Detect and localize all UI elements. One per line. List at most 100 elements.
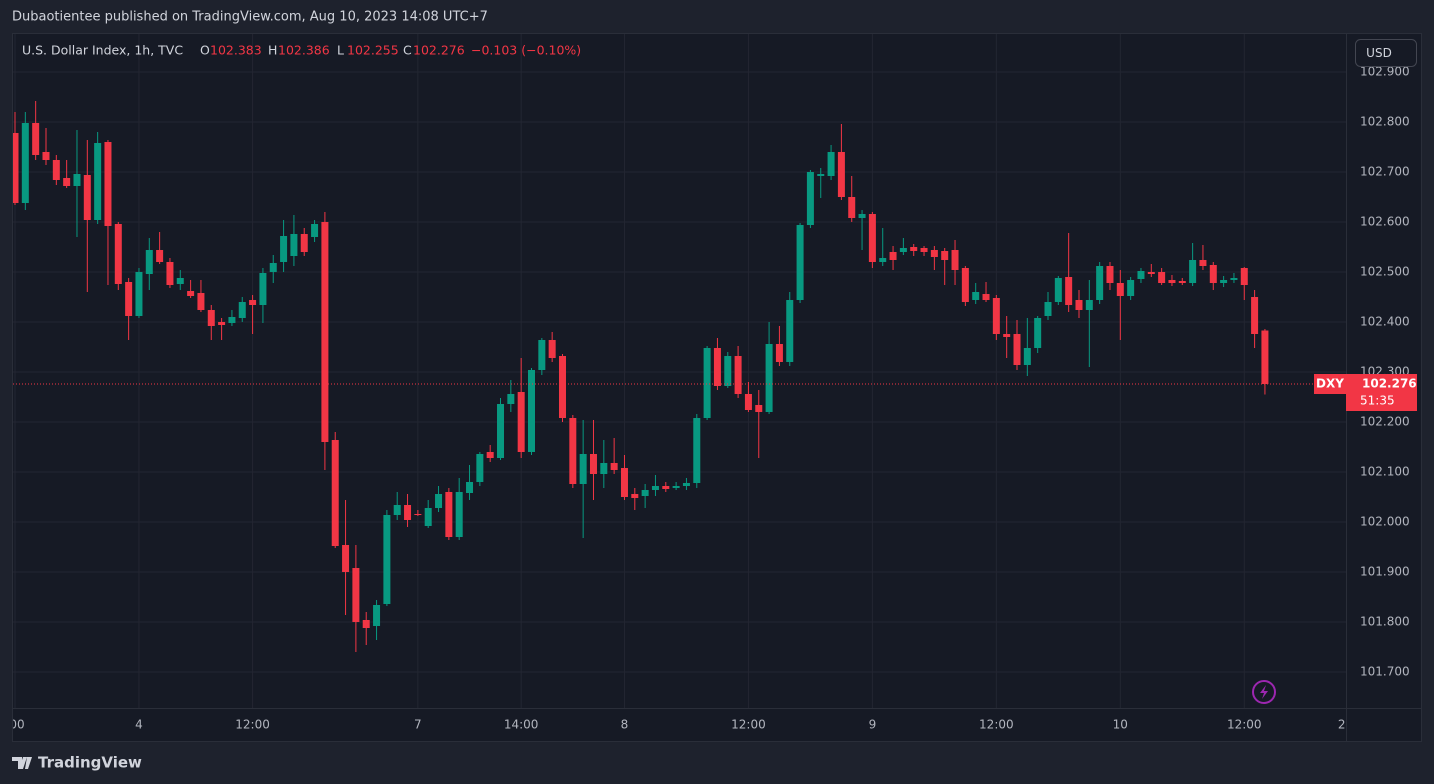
x-tick-label: 4 bbox=[135, 718, 143, 732]
candle-body bbox=[528, 370, 535, 452]
ohlc-key: H bbox=[268, 43, 277, 58]
candle-body bbox=[538, 340, 546, 370]
candle-body bbox=[1189, 260, 1197, 283]
candle-body bbox=[393, 505, 401, 515]
candle-body bbox=[920, 248, 928, 252]
candle-body bbox=[1261, 330, 1269, 384]
candle-body bbox=[1054, 278, 1062, 302]
candle-body bbox=[972, 292, 980, 300]
y-tick-label: 101.700 bbox=[1360, 665, 1410, 679]
candle-body bbox=[280, 236, 288, 262]
y-tick-label: 102.800 bbox=[1360, 115, 1410, 129]
candle-body bbox=[1096, 266, 1104, 300]
candle-body bbox=[1230, 278, 1238, 280]
x-tick-label: :00 bbox=[5, 718, 24, 732]
candle-body bbox=[445, 492, 453, 537]
y-tick-label: 102.200 bbox=[1360, 415, 1410, 429]
candle-body bbox=[910, 247, 918, 251]
candle-body bbox=[1199, 260, 1207, 266]
candle-body bbox=[176, 278, 184, 284]
y-tick-label: 102.600 bbox=[1360, 215, 1410, 229]
x-tick-label: 8 bbox=[621, 718, 629, 732]
candle-body bbox=[373, 605, 381, 626]
candle-body bbox=[331, 440, 339, 546]
footer: TradingView bbox=[12, 754, 142, 772]
candle-body bbox=[424, 508, 432, 526]
candle-body bbox=[13, 133, 19, 203]
candle-body bbox=[290, 234, 298, 256]
candle-body bbox=[765, 344, 773, 412]
candle-body bbox=[207, 310, 215, 326]
y-tick-label: 102.400 bbox=[1360, 315, 1410, 329]
candle-body bbox=[1116, 283, 1124, 296]
candle-body bbox=[837, 152, 845, 197]
ohlc-value: 102.386 bbox=[278, 43, 330, 58]
candle-body bbox=[455, 492, 463, 537]
ohlc-value: 102.255 bbox=[347, 43, 399, 58]
x-tick-label: 10 bbox=[1113, 718, 1128, 732]
candle-body bbox=[744, 394, 752, 410]
x-tick-label: 12:00 bbox=[731, 718, 766, 732]
candle-body bbox=[682, 483, 690, 486]
y-tick-label: 101.800 bbox=[1360, 615, 1410, 629]
candle-body bbox=[507, 394, 515, 404]
candle-body bbox=[889, 252, 897, 260]
candle-body bbox=[352, 568, 360, 622]
candle-body bbox=[693, 418, 701, 483]
candle-body bbox=[786, 300, 794, 362]
candle-body bbox=[1178, 281, 1186, 283]
candle-body bbox=[672, 486, 680, 488]
alert-icon[interactable] bbox=[1252, 680, 1276, 704]
grid bbox=[13, 34, 1346, 708]
currency-button-box[interactable] bbox=[1355, 39, 1417, 67]
x-tick-label: 12:00 bbox=[235, 718, 270, 732]
candle-body bbox=[497, 404, 505, 458]
candle-body bbox=[104, 142, 112, 226]
candle-body bbox=[187, 291, 195, 296]
candle-body bbox=[269, 263, 277, 272]
alert-circle[interactable] bbox=[1252, 680, 1276, 704]
candle-body bbox=[197, 293, 205, 310]
candle-body bbox=[414, 514, 422, 515]
candle-body bbox=[713, 348, 721, 386]
candle-body bbox=[1168, 280, 1176, 283]
ticker-tag bbox=[1314, 374, 1346, 394]
alert-bolt[interactable] bbox=[1260, 685, 1268, 699]
candle-body bbox=[321, 222, 329, 442]
candle-body bbox=[734, 356, 742, 394]
candle-body bbox=[941, 251, 949, 260]
candle-body bbox=[992, 298, 1000, 334]
candle-body bbox=[311, 224, 319, 237]
candle-body bbox=[600, 463, 608, 474]
candle-body bbox=[52, 160, 60, 180]
candle-body bbox=[631, 494, 639, 498]
attribution: Dubaotientee published on TradingView.co… bbox=[12, 10, 488, 25]
candle-body bbox=[259, 273, 267, 305]
candle-body bbox=[724, 356, 732, 386]
candle-body bbox=[558, 356, 566, 418]
candle-body bbox=[1251, 297, 1259, 334]
candle-body bbox=[517, 392, 525, 452]
currency-label[interactable]: USD bbox=[1366, 46, 1392, 60]
currency-button[interactable]: USD bbox=[1355, 39, 1417, 67]
candle-body bbox=[218, 322, 226, 325]
x-tick-label: 9 bbox=[869, 718, 877, 732]
candle-body bbox=[1003, 334, 1011, 337]
candle-body bbox=[806, 172, 814, 225]
candle-body bbox=[1158, 272, 1166, 283]
candle-body bbox=[848, 197, 856, 218]
ohlc-value: 102.276 bbox=[413, 43, 465, 58]
candle-body bbox=[858, 214, 866, 218]
price-tag bbox=[1346, 374, 1417, 411]
candle-body bbox=[114, 224, 122, 284]
x-tick-label: 14:00 bbox=[504, 718, 539, 732]
price-axis: 101.700 101.800 101.900 102.000 102.100 102.2… bbox=[1360, 65, 1410, 679]
ohlc-value: 102.383 bbox=[210, 43, 262, 58]
candle-body bbox=[1075, 300, 1083, 310]
candle-body bbox=[1240, 268, 1248, 285]
candle-body bbox=[249, 300, 257, 305]
candle-body bbox=[1034, 318, 1042, 348]
time-axis: :00 4 12:00 7 14:00 8 12:00 9 12:00 10 12:00 22: bbox=[5, 718, 1346, 732]
candle-body bbox=[63, 178, 71, 186]
candle-body bbox=[1023, 348, 1031, 365]
